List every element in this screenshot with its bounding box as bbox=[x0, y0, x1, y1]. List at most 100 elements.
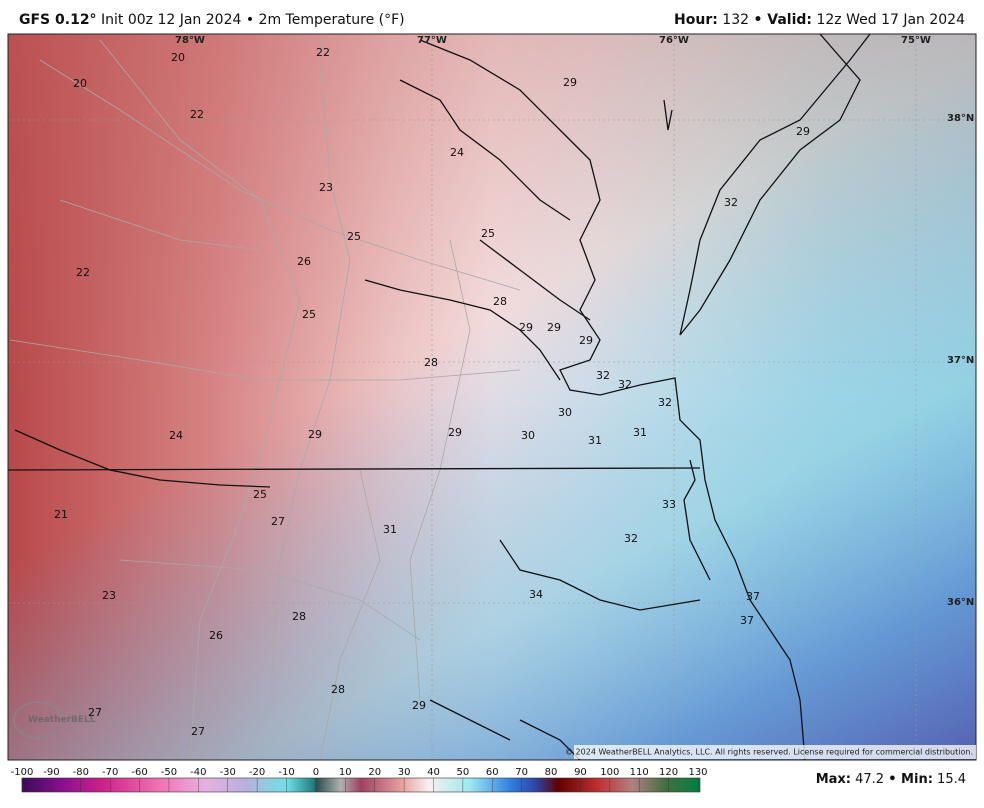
station-value: 22 bbox=[76, 266, 90, 279]
station-value: 29 bbox=[796, 125, 810, 138]
hour: 132 bbox=[722, 12, 750, 28]
station-value: 32 bbox=[724, 196, 738, 209]
colorbar-label: -40 bbox=[190, 767, 206, 778]
colorbar-label: -20 bbox=[249, 767, 265, 778]
station-value: 31 bbox=[383, 523, 397, 536]
station-value: 32 bbox=[658, 396, 672, 409]
station-value: 23 bbox=[102, 589, 116, 602]
station-value: 28 bbox=[424, 356, 438, 369]
station-value: 22 bbox=[316, 46, 330, 59]
station-value: 29 bbox=[563, 76, 577, 89]
station-value: 31 bbox=[633, 426, 647, 439]
station-value: 32 bbox=[624, 532, 638, 545]
colorbar-label: 60 bbox=[486, 767, 499, 778]
station-value: 20 bbox=[171, 51, 185, 64]
colorbar-label: 10 bbox=[339, 767, 352, 778]
max-value: 47.2 bbox=[855, 772, 885, 787]
station-value: 29 bbox=[448, 426, 462, 439]
station-value: 29 bbox=[519, 321, 533, 334]
colorbar-label: -90 bbox=[43, 767, 59, 778]
station-value: 24 bbox=[169, 429, 183, 442]
max-label: Max: bbox=[815, 772, 851, 787]
station-value: 29 bbox=[547, 321, 561, 334]
colorbar-label: 0 bbox=[313, 767, 319, 778]
colorbar-label: 70 bbox=[515, 767, 528, 778]
station-value: 37 bbox=[746, 590, 760, 603]
lat-label: 37°N bbox=[947, 355, 974, 366]
station-value: 33 bbox=[662, 498, 676, 511]
colorbar-label: 20 bbox=[368, 767, 381, 778]
lat-label: 38°N bbox=[947, 113, 974, 124]
min-label: • Min: bbox=[888, 772, 933, 787]
station-value: 27 bbox=[191, 725, 205, 738]
station-value: 29 bbox=[579, 334, 593, 347]
copyright-bg bbox=[574, 745, 976, 759]
station-value: 26 bbox=[209, 629, 223, 642]
min-value: 15.4 bbox=[937, 772, 966, 787]
county-lines bbox=[9, 39, 521, 760]
map-field bbox=[8, 34, 976, 760]
colorbar-label: -100 bbox=[11, 767, 34, 778]
station-value: 30 bbox=[558, 406, 572, 419]
colorbar bbox=[21, 777, 701, 793]
colorbar-label: 50 bbox=[457, 767, 470, 778]
station-value: 22 bbox=[190, 108, 204, 121]
station-value: 27 bbox=[88, 706, 102, 719]
station-value: 20 bbox=[73, 77, 87, 90]
colorbar-label: 40 bbox=[427, 767, 440, 778]
header-right: Hour: 132 • Valid: 12z Wed 17 Jan 2024 bbox=[674, 12, 965, 28]
model: GFS 0.12° bbox=[19, 12, 97, 28]
run-info: Init 00z 12 Jan 2024 • 2m Temperature (°… bbox=[101, 12, 405, 28]
hour-label: Hour: bbox=[674, 12, 718, 28]
station-value: 34 bbox=[529, 588, 543, 601]
station-value: 23 bbox=[319, 181, 333, 194]
footer: Max: 47.2 • Min: 15.4 bbox=[816, 772, 966, 787]
colorbar-label: 110 bbox=[630, 767, 649, 778]
colorbar-label: 120 bbox=[659, 767, 678, 778]
lon-label: 78°W bbox=[175, 35, 205, 46]
colorbar-label: 30 bbox=[398, 767, 411, 778]
station-value: 29 bbox=[412, 699, 426, 712]
lat-label: 36°N bbox=[947, 597, 974, 608]
colorbar-label: -70 bbox=[102, 767, 118, 778]
lon-label: 77°W bbox=[417, 35, 447, 46]
colorbar-label: 100 bbox=[600, 767, 619, 778]
map-frame bbox=[7, 33, 977, 761]
colorbar-label: -30 bbox=[220, 767, 236, 778]
station-value: 25 bbox=[253, 488, 267, 501]
header-left: GFS 0.12° Init 00z 12 Jan 2024 • 2m Temp… bbox=[19, 12, 405, 28]
station-value: 32 bbox=[618, 378, 632, 391]
coastline bbox=[8, 34, 871, 760]
colorbar-label: 80 bbox=[545, 767, 558, 778]
colorbar-label: -10 bbox=[278, 767, 294, 778]
colorbar-label: -60 bbox=[131, 767, 147, 778]
logo-ring bbox=[13, 701, 63, 739]
station-value: 28 bbox=[493, 295, 507, 308]
station-value: 25 bbox=[302, 308, 316, 321]
station-value: 31 bbox=[588, 434, 602, 447]
station-value: 28 bbox=[331, 683, 345, 696]
station-value: 25 bbox=[347, 230, 361, 243]
colorbar-label: -80 bbox=[73, 767, 89, 778]
station-value: 24 bbox=[450, 146, 464, 159]
colorbar-label: 130 bbox=[688, 767, 707, 778]
station-value: 30 bbox=[521, 429, 535, 442]
station-value: 21 bbox=[54, 508, 68, 521]
station-value: 37 bbox=[740, 614, 754, 627]
valid-label: • Valid: bbox=[753, 12, 813, 28]
station-value: 32 bbox=[596, 369, 610, 382]
watermark: WeatherBELL bbox=[28, 715, 96, 725]
lon-label: 75°W bbox=[901, 35, 931, 46]
valid-time: 12z Wed 17 Jan 2024 bbox=[816, 12, 965, 28]
station-value: 26 bbox=[297, 255, 311, 268]
copyright: © 2024 WeatherBELL Analytics, LLC. All r… bbox=[565, 748, 973, 757]
station-value: 29 bbox=[308, 428, 322, 441]
station-value: 27 bbox=[271, 515, 285, 528]
station-value: 28 bbox=[292, 610, 306, 623]
colorbar-label: 90 bbox=[574, 767, 587, 778]
colorbar-label: -50 bbox=[161, 767, 177, 778]
station-value: 25 bbox=[481, 227, 495, 240]
lon-label: 76°W bbox=[659, 35, 689, 46]
